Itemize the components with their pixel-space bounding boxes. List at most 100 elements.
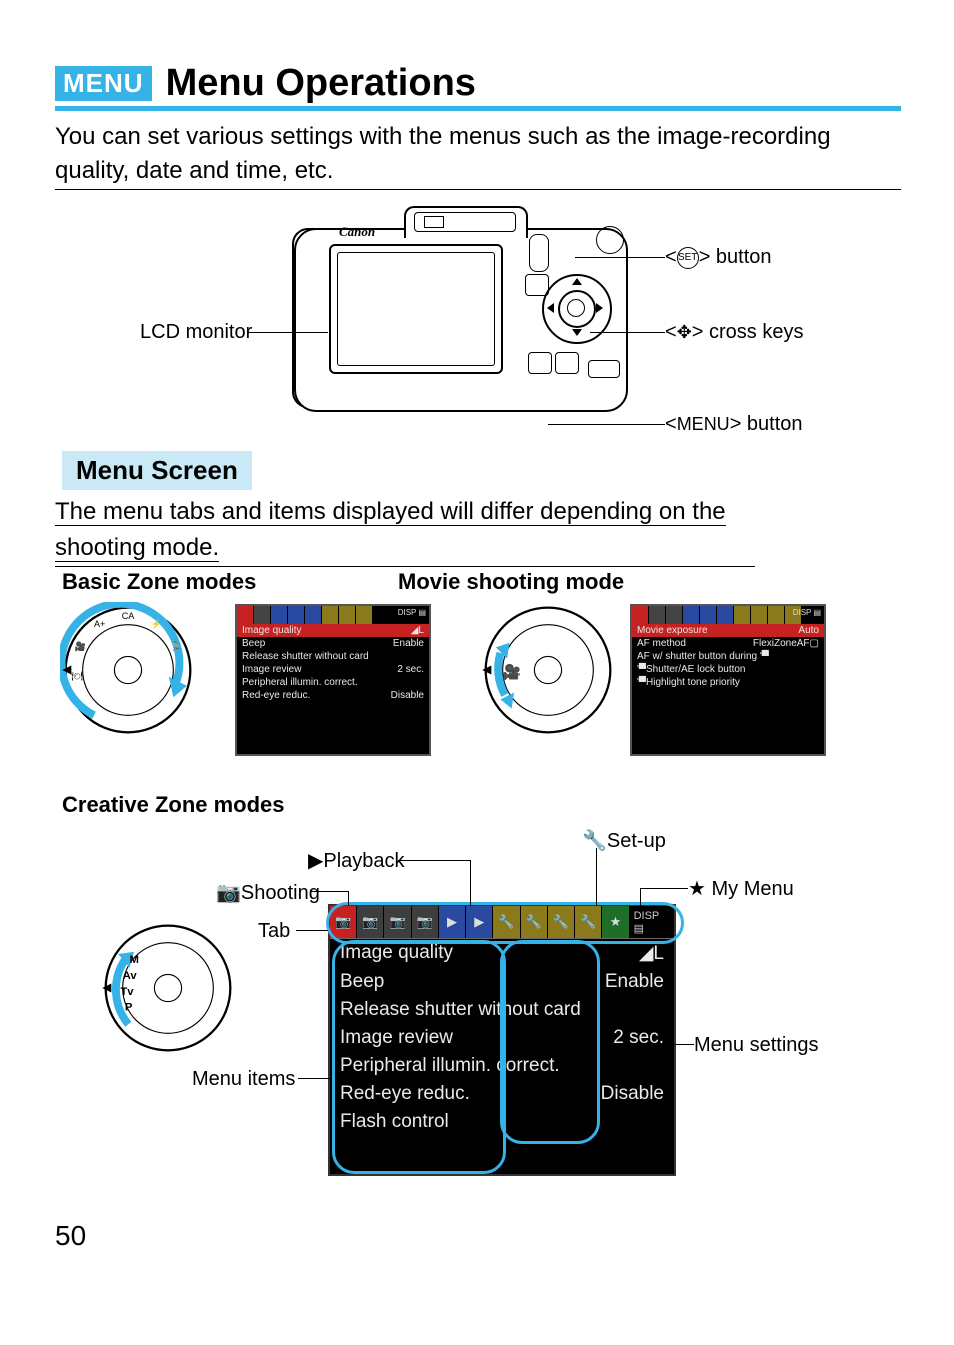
cross-icon: ✥ xyxy=(677,322,692,343)
row-value: Disable xyxy=(391,690,424,701)
label-menu-settings: Menu settings xyxy=(694,1034,819,1057)
menu-screen-text: The menu tabs and items displayed will d… xyxy=(55,494,755,567)
row-value: 2 sec. xyxy=(397,664,424,675)
label-setup: 🔧Set-up xyxy=(582,828,666,853)
mini-movie-menu: DISP ▤ Movie exposureAutoAF methodFlexiZ… xyxy=(630,604,826,756)
row-label: Movie exposure xyxy=(637,625,708,636)
title-row: MENU Menu Operations xyxy=(55,62,476,105)
arrow-up-icon xyxy=(572,278,582,285)
hot-shoe-slot xyxy=(424,216,444,228)
label-tab: Tab xyxy=(258,920,290,943)
menu-row: Image review 2 sec. xyxy=(237,663,429,676)
svg-text:🏃: 🏃 xyxy=(170,641,181,652)
svg-text:⚡: ⚡ xyxy=(151,618,162,630)
arrow-right-icon xyxy=(596,303,603,313)
row-value: FlexiZoneAF▢ xyxy=(753,638,819,649)
row-value: ◢L xyxy=(411,625,424,636)
menu-btn-label: <MENU> button xyxy=(665,413,803,436)
label-shooting: 📷Shooting xyxy=(216,880,320,905)
lead-play-v xyxy=(470,860,471,906)
svg-text:CA: CA xyxy=(122,611,136,621)
small-btn-6 xyxy=(588,360,620,378)
menu-row: AF w/ shutter button during '▀ xyxy=(632,650,824,663)
row-label: Release shutter without card xyxy=(242,651,369,662)
arrow-down-icon xyxy=(572,329,582,336)
small-btn-5 xyxy=(528,352,552,374)
row-label: '▀Shutter/AE lock button xyxy=(637,664,746,675)
mode-dial-basic: CA ⚡ 🏃 A+ 🎥 🍽 xyxy=(60,602,196,738)
row-label: Image review xyxy=(242,664,301,675)
svg-text:A+: A+ xyxy=(94,619,105,629)
lead-settings xyxy=(674,1044,694,1045)
svg-text:Av: Av xyxy=(123,970,138,982)
menu-screen-heading: Menu Screen xyxy=(62,451,252,490)
lcd-label: LCD monitor xyxy=(140,321,252,344)
lead-mymenu-h xyxy=(640,888,688,889)
lead-cross xyxy=(590,332,665,333)
row-value: Enable xyxy=(393,638,424,649)
label-mymenu: ★ My Menu xyxy=(688,876,794,901)
lead-setup-v xyxy=(596,848,597,906)
lead-menu xyxy=(548,424,665,425)
mini-basic-disp: DISP ▤ xyxy=(398,608,426,617)
mini-basic-rows: Image quality ◢L Beep Enable Release shutter… xyxy=(237,624,429,702)
set-icon: SET xyxy=(677,247,699,269)
highlight-items xyxy=(332,940,506,1174)
cross-keys-label: <✥> cross keys xyxy=(665,321,803,344)
small-btn-2 xyxy=(529,234,549,272)
set-btn-label: <SET> button xyxy=(665,246,772,269)
lead-shoot-h xyxy=(310,891,348,892)
svg-text:M: M xyxy=(129,954,138,966)
menu-row: Release shutter without card xyxy=(237,650,429,663)
menu-row: Beep Enable xyxy=(237,637,429,650)
creative-zone-heading: Creative Zone modes xyxy=(62,792,285,818)
mini-basic-menu: DISP ▤ Image quality ◢L Beep Enable Release … xyxy=(235,604,431,756)
row-label: Beep xyxy=(242,638,265,649)
page-number: 50 xyxy=(55,1220,86,1252)
title-underline xyxy=(55,106,901,111)
menu-badge: MENU xyxy=(55,66,152,101)
lead-lcd xyxy=(248,332,328,333)
svg-text:P: P xyxy=(125,1002,133,1014)
row-label: Peripheral illumin. correct. xyxy=(242,677,358,688)
mode-dial-movie: 🎥 xyxy=(480,602,616,738)
row-label: AF method xyxy=(637,638,686,649)
menu-row: Red-eye reduc.Disable xyxy=(237,689,429,702)
lcd-outline xyxy=(329,244,503,374)
small-btn-4 xyxy=(555,352,579,374)
highlight-values xyxy=(500,940,600,1144)
menu-row: Movie exposure Auto xyxy=(632,624,824,637)
menu-row: Peripheral illumin. correct. xyxy=(237,676,429,689)
label-playback: ▶Playback xyxy=(308,848,405,873)
brand-label: Canon xyxy=(339,224,375,240)
row-value: Disable xyxy=(601,1083,664,1105)
intro-rule xyxy=(55,189,901,190)
row-value: Enable xyxy=(605,971,664,993)
mode-dial-creative: MAv TvP xyxy=(100,920,236,1056)
lead-tab xyxy=(296,930,328,931)
lead-items xyxy=(298,1078,332,1079)
row-label: '▀Highlight tone priority xyxy=(637,677,740,688)
lead-play-h xyxy=(398,860,470,861)
menu-word: MENU xyxy=(677,414,730,434)
page: MENU Menu Operations You can set various… xyxy=(0,0,954,1345)
small-btn-1 xyxy=(596,226,624,254)
row-value: 2 sec. xyxy=(613,1027,664,1049)
intro-text: You can set various settings with the me… xyxy=(55,120,901,187)
svg-text:🎥: 🎥 xyxy=(75,641,86,652)
mini-movie-rows: Movie exposureAutoAF methodFlexiZoneAF▢A… xyxy=(632,624,824,689)
set-btn-icon xyxy=(567,299,585,317)
small-btn-3 xyxy=(525,274,549,296)
row-value: Auto xyxy=(798,625,819,636)
menu-row: Image quality ◢L xyxy=(237,624,429,637)
movie-mode-heading: Movie shooting mode xyxy=(398,569,624,595)
row-label: AF w/ shutter button during '▀ xyxy=(637,651,769,662)
menu-row: '▀Highlight tone priority xyxy=(632,676,824,689)
row-label: Image quality xyxy=(242,625,301,636)
cross-text: > cross keys xyxy=(692,321,804,343)
svg-text:🍽: 🍽 xyxy=(71,671,83,681)
menu-row: '▀Shutter/AE lock button xyxy=(632,663,824,676)
menu-row: AF method FlexiZoneAF▢ xyxy=(632,637,824,650)
basic-zone-heading: Basic Zone modes xyxy=(62,569,256,595)
svg-text:🎥: 🎥 xyxy=(503,663,521,681)
